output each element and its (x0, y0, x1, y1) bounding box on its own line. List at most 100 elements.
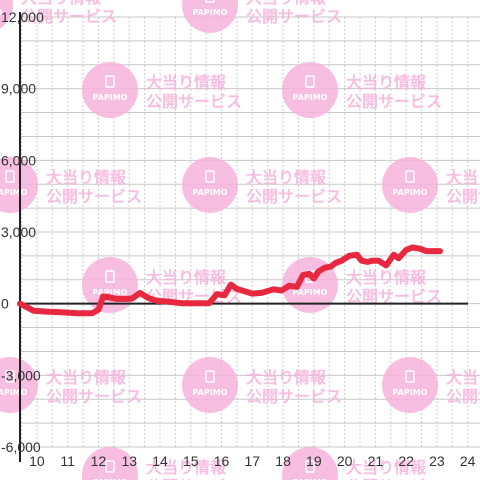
watermark-brand: PAPIMO (293, 288, 328, 297)
watermark-device-icon (105, 75, 115, 88)
x-tick-label: 21 (368, 453, 384, 469)
x-tick-label: 13 (121, 453, 137, 469)
series-point (371, 259, 374, 262)
watermark-line2: 公開サービス (21, 7, 117, 26)
x-tick-label: 18 (275, 453, 291, 469)
series-point (366, 260, 369, 264)
series-point (243, 290, 246, 293)
series-point (334, 261, 337, 265)
watermark-brand: PAPIMO (393, 188, 428, 197)
series-point (308, 272, 311, 276)
y-tick-label: 9,000 (1, 81, 36, 97)
x-tick-label: 16 (214, 453, 230, 469)
series-point (32, 309, 36, 313)
series-point (215, 292, 219, 296)
series-point (115, 297, 119, 301)
watermark-device-icon (305, 75, 315, 88)
watermark-device-icon (305, 460, 315, 473)
series-point (260, 291, 263, 295)
watermark-brand: PAPIMO (393, 388, 428, 397)
watermark-logo-circle (182, 0, 238, 33)
y-tick-label: -6,000 (1, 439, 41, 455)
watermark-logo-circle (0, 0, 13, 29)
watermark-brand: PAPIMO (193, 8, 228, 17)
series-point (192, 301, 196, 305)
series-line (17, 244, 443, 317)
watermark-line1: 大当り情報 (246, 368, 327, 387)
series-point (360, 259, 363, 262)
series-point (272, 288, 276, 291)
watermark-line1: 大当り情報 (146, 73, 227, 92)
series-point (438, 249, 442, 253)
series-point (384, 264, 388, 267)
watermark-brand: PAPIMO (193, 188, 228, 197)
watermark-logo-circle (82, 62, 138, 118)
watermark-line2: 公開サービス (246, 187, 342, 206)
watermark-device-icon (405, 170, 415, 183)
watermark-line2: 公開サービス (346, 92, 442, 111)
watermark-device-icon (5, 170, 15, 183)
x-tick-label: 24 (460, 453, 476, 469)
series-point (348, 254, 351, 258)
watermark-line1: 大当り情報 (146, 268, 227, 287)
series-point (44, 310, 48, 313)
watermark-device-icon (205, 170, 215, 183)
series-point (91, 312, 94, 315)
watermark-line2: 公開サービス (246, 7, 342, 26)
watermark-brand: PAPIMO (0, 388, 28, 397)
watermark-line1: 大当り情報 (346, 268, 427, 287)
watermark-logo-circle (82, 447, 138, 480)
watermark-line2: 公開サービス (146, 92, 242, 111)
series-point (404, 248, 408, 252)
series-point (312, 277, 316, 280)
watermark-device-icon (405, 370, 415, 383)
series-point (155, 299, 159, 302)
x-tick-label: 10 (29, 453, 45, 469)
series-point (168, 300, 171, 303)
series-point (101, 295, 105, 298)
y-tick-label: 12,000 (1, 9, 44, 25)
x-tick-label: 12 (91, 453, 107, 469)
series-point (323, 266, 326, 270)
series-point (355, 253, 359, 256)
watermark-device-icon (205, 0, 215, 3)
series-point (75, 312, 79, 315)
series-point (329, 265, 332, 268)
watermark-line2: 公開サービス (246, 387, 342, 406)
watermark-line2: 公開サービス (446, 187, 480, 206)
watermark-logo-circle (282, 447, 338, 480)
series-point (97, 308, 100, 311)
watermark-logo-circle (182, 357, 238, 413)
x-tick-label: 20 (337, 453, 353, 469)
series-point (317, 270, 320, 273)
series-point (301, 273, 305, 277)
series-point (377, 259, 380, 262)
series-point (251, 292, 254, 295)
series-layer (17, 244, 443, 317)
watermark-line1: 大当り情報 (346, 458, 427, 477)
watermark-line2: 公開サービス (46, 187, 142, 206)
watermark-device-icon (105, 460, 115, 473)
watermark-brand: PAPIMO (93, 478, 128, 480)
watermark-logo-circle (282, 62, 338, 118)
x-tick-label: 14 (152, 453, 168, 469)
series-point (126, 297, 129, 301)
watermark-line1: 大当り情報 (21, 0, 102, 7)
watermark-line1: 大当り情報 (246, 0, 327, 7)
y-tick-label: 3,000 (1, 224, 36, 240)
x-tick-label: 19 (306, 453, 322, 469)
x-tick-label: 15 (183, 453, 199, 469)
series-point (288, 284, 291, 287)
watermark-line1: 大当り情報 (46, 168, 127, 187)
series-point (138, 291, 142, 295)
watermark-line2: 公開サービス (446, 387, 480, 406)
watermark-line2: 公開サービス (346, 477, 442, 480)
